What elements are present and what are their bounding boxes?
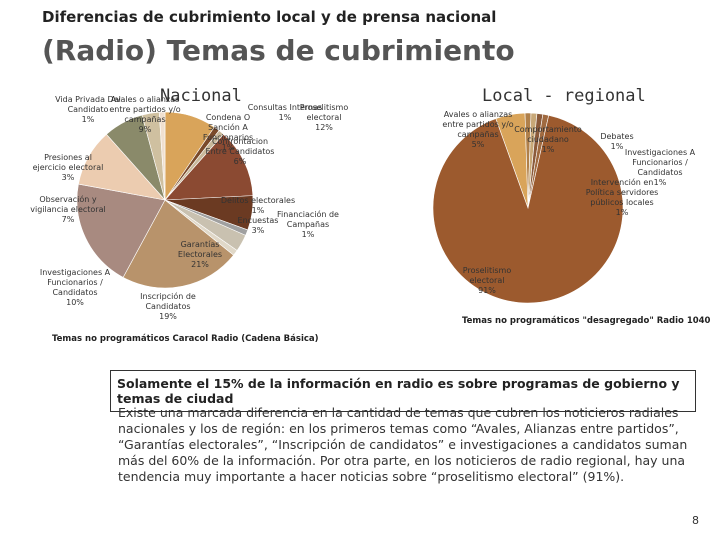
pie-slice: [158, 111, 166, 201]
slice-label: Financiación de Campañas 1%: [269, 210, 347, 240]
category-label: Proselitismo electoral: [462, 266, 512, 285]
slice-label: Observación y vigilancia electoral 7%: [29, 195, 107, 225]
value-label: 1%: [301, 230, 315, 239]
category-label: Encuestas: [237, 216, 279, 225]
value-label: 9%: [138, 125, 152, 134]
category-label: Condena O Sanción A Funcionarios: [202, 113, 254, 142]
value-label: 1%: [541, 145, 555, 154]
category-label: Avales o alianzas entre partidos y/o cam…: [442, 110, 514, 139]
value-label: 7%: [61, 215, 75, 224]
title: (Radio) Temas de cubrimiento: [42, 34, 515, 67]
value-label: 3%: [61, 173, 75, 182]
value-label: 21%: [191, 260, 209, 269]
pie-slice: [122, 199, 234, 289]
value-label: 1%: [81, 115, 95, 124]
value-label: 10%: [66, 298, 84, 307]
pie-slice: [432, 114, 624, 304]
value-label: 6%: [233, 157, 247, 166]
value-label: 1%: [221, 143, 235, 152]
category-label: Financiación de Campañas: [277, 210, 339, 229]
page-number: 8: [692, 514, 699, 527]
slice-label: Inscripción de Candidatos 19%: [129, 292, 207, 322]
slice-label: Encuestas 3%: [219, 216, 297, 236]
category-label: Presiones al ejercicio electoral: [32, 153, 104, 172]
category-label: Debates: [600, 132, 634, 141]
slice-label: Garantías Electorales 21%: [161, 240, 239, 270]
slice-label: Avales o alianzas entre partidos y/o cam…: [106, 95, 184, 135]
chart-caption: Temas no programáticos "desagregado" Rad…: [462, 316, 711, 326]
highlight-box: Solamente el 15% de la información en ra…: [110, 370, 696, 412]
slice-label: Delitos electorales 1%: [219, 196, 297, 216]
category-label: Inscripción de Candidatos: [140, 292, 196, 311]
value-label: 19%: [159, 312, 177, 321]
value-label: 1%: [251, 206, 265, 215]
value-label: 5%: [471, 140, 485, 149]
category-label: Comportamiento ciudadano: [514, 125, 582, 144]
category-label: Proselitismo electoral: [299, 103, 349, 122]
chart-title: Local - regional: [482, 86, 646, 106]
slice-label: Presiones al ejercicio electoral 3%: [29, 153, 107, 183]
category-label: Investigaciones A Funcionarios / Candida…: [624, 148, 696, 177]
category-label: Delitos electorales: [220, 196, 296, 205]
value-label: 3%: [251, 226, 265, 235]
category-label: Vida Privada Del Candidato: [55, 95, 121, 114]
slice-label: Condena O Sanción A Funcionarios 1%: [189, 113, 267, 153]
value-label: 1%: [615, 208, 629, 217]
category-label: Intervención en Política servidores públ…: [585, 178, 659, 207]
value-label: 1%: [610, 142, 624, 151]
pie-slice: [164, 133, 254, 201]
slice-label: Proselitismo electoral 91%: [448, 266, 526, 296]
slice-label: Vida Privada Del Candidato 1%: [49, 95, 127, 125]
value-label: 12%: [315, 123, 333, 132]
value-label: 1%: [278, 113, 292, 122]
pie-slice: [76, 183, 166, 278]
chart-title: Nacional: [160, 86, 242, 106]
slice-label: Investigaciones A Funcionarios / Candida…: [621, 148, 699, 188]
chart-caption: Temas no programáticos Caracol Radio (Ca…: [52, 334, 319, 344]
category-label: Garantías Electorales: [177, 240, 223, 259]
category-label: Consultas Internas: [247, 103, 323, 112]
category-label: Observación y vigilancia electoral: [30, 195, 106, 214]
category-label: Confrontacion Entre Candidatos: [205, 137, 275, 156]
slice-label: Proselitismo electoral 12%: [285, 103, 363, 133]
category-label: Investigaciones A Funcionarios / Candida…: [39, 268, 111, 297]
slice-label: Avales o alianzas entre partidos y/o cam…: [439, 110, 517, 150]
slice-label: Investigaciones A Funcionarios / Candida…: [36, 268, 114, 308]
value-label: 91%: [478, 286, 496, 295]
value-label: 1%: [653, 178, 667, 187]
category-label: Avales o alianzas entre partidos y/o cam…: [109, 95, 181, 124]
slice-label: Consultas Internas 1%: [246, 103, 324, 123]
paragraph: Existe una marcada diferencia en la cant…: [118, 405, 688, 484]
slice-label: Intervención en Política servidores públ…: [583, 178, 661, 218]
slice-label: Confrontacion Entre Candidatos 6%: [201, 137, 279, 167]
slice-label: Comportamiento ciudadano 1%: [509, 125, 587, 155]
subtitle: Diferencias de cubrimiento local y de pr…: [42, 8, 497, 26]
slice-label: Debates 1%: [578, 132, 656, 152]
